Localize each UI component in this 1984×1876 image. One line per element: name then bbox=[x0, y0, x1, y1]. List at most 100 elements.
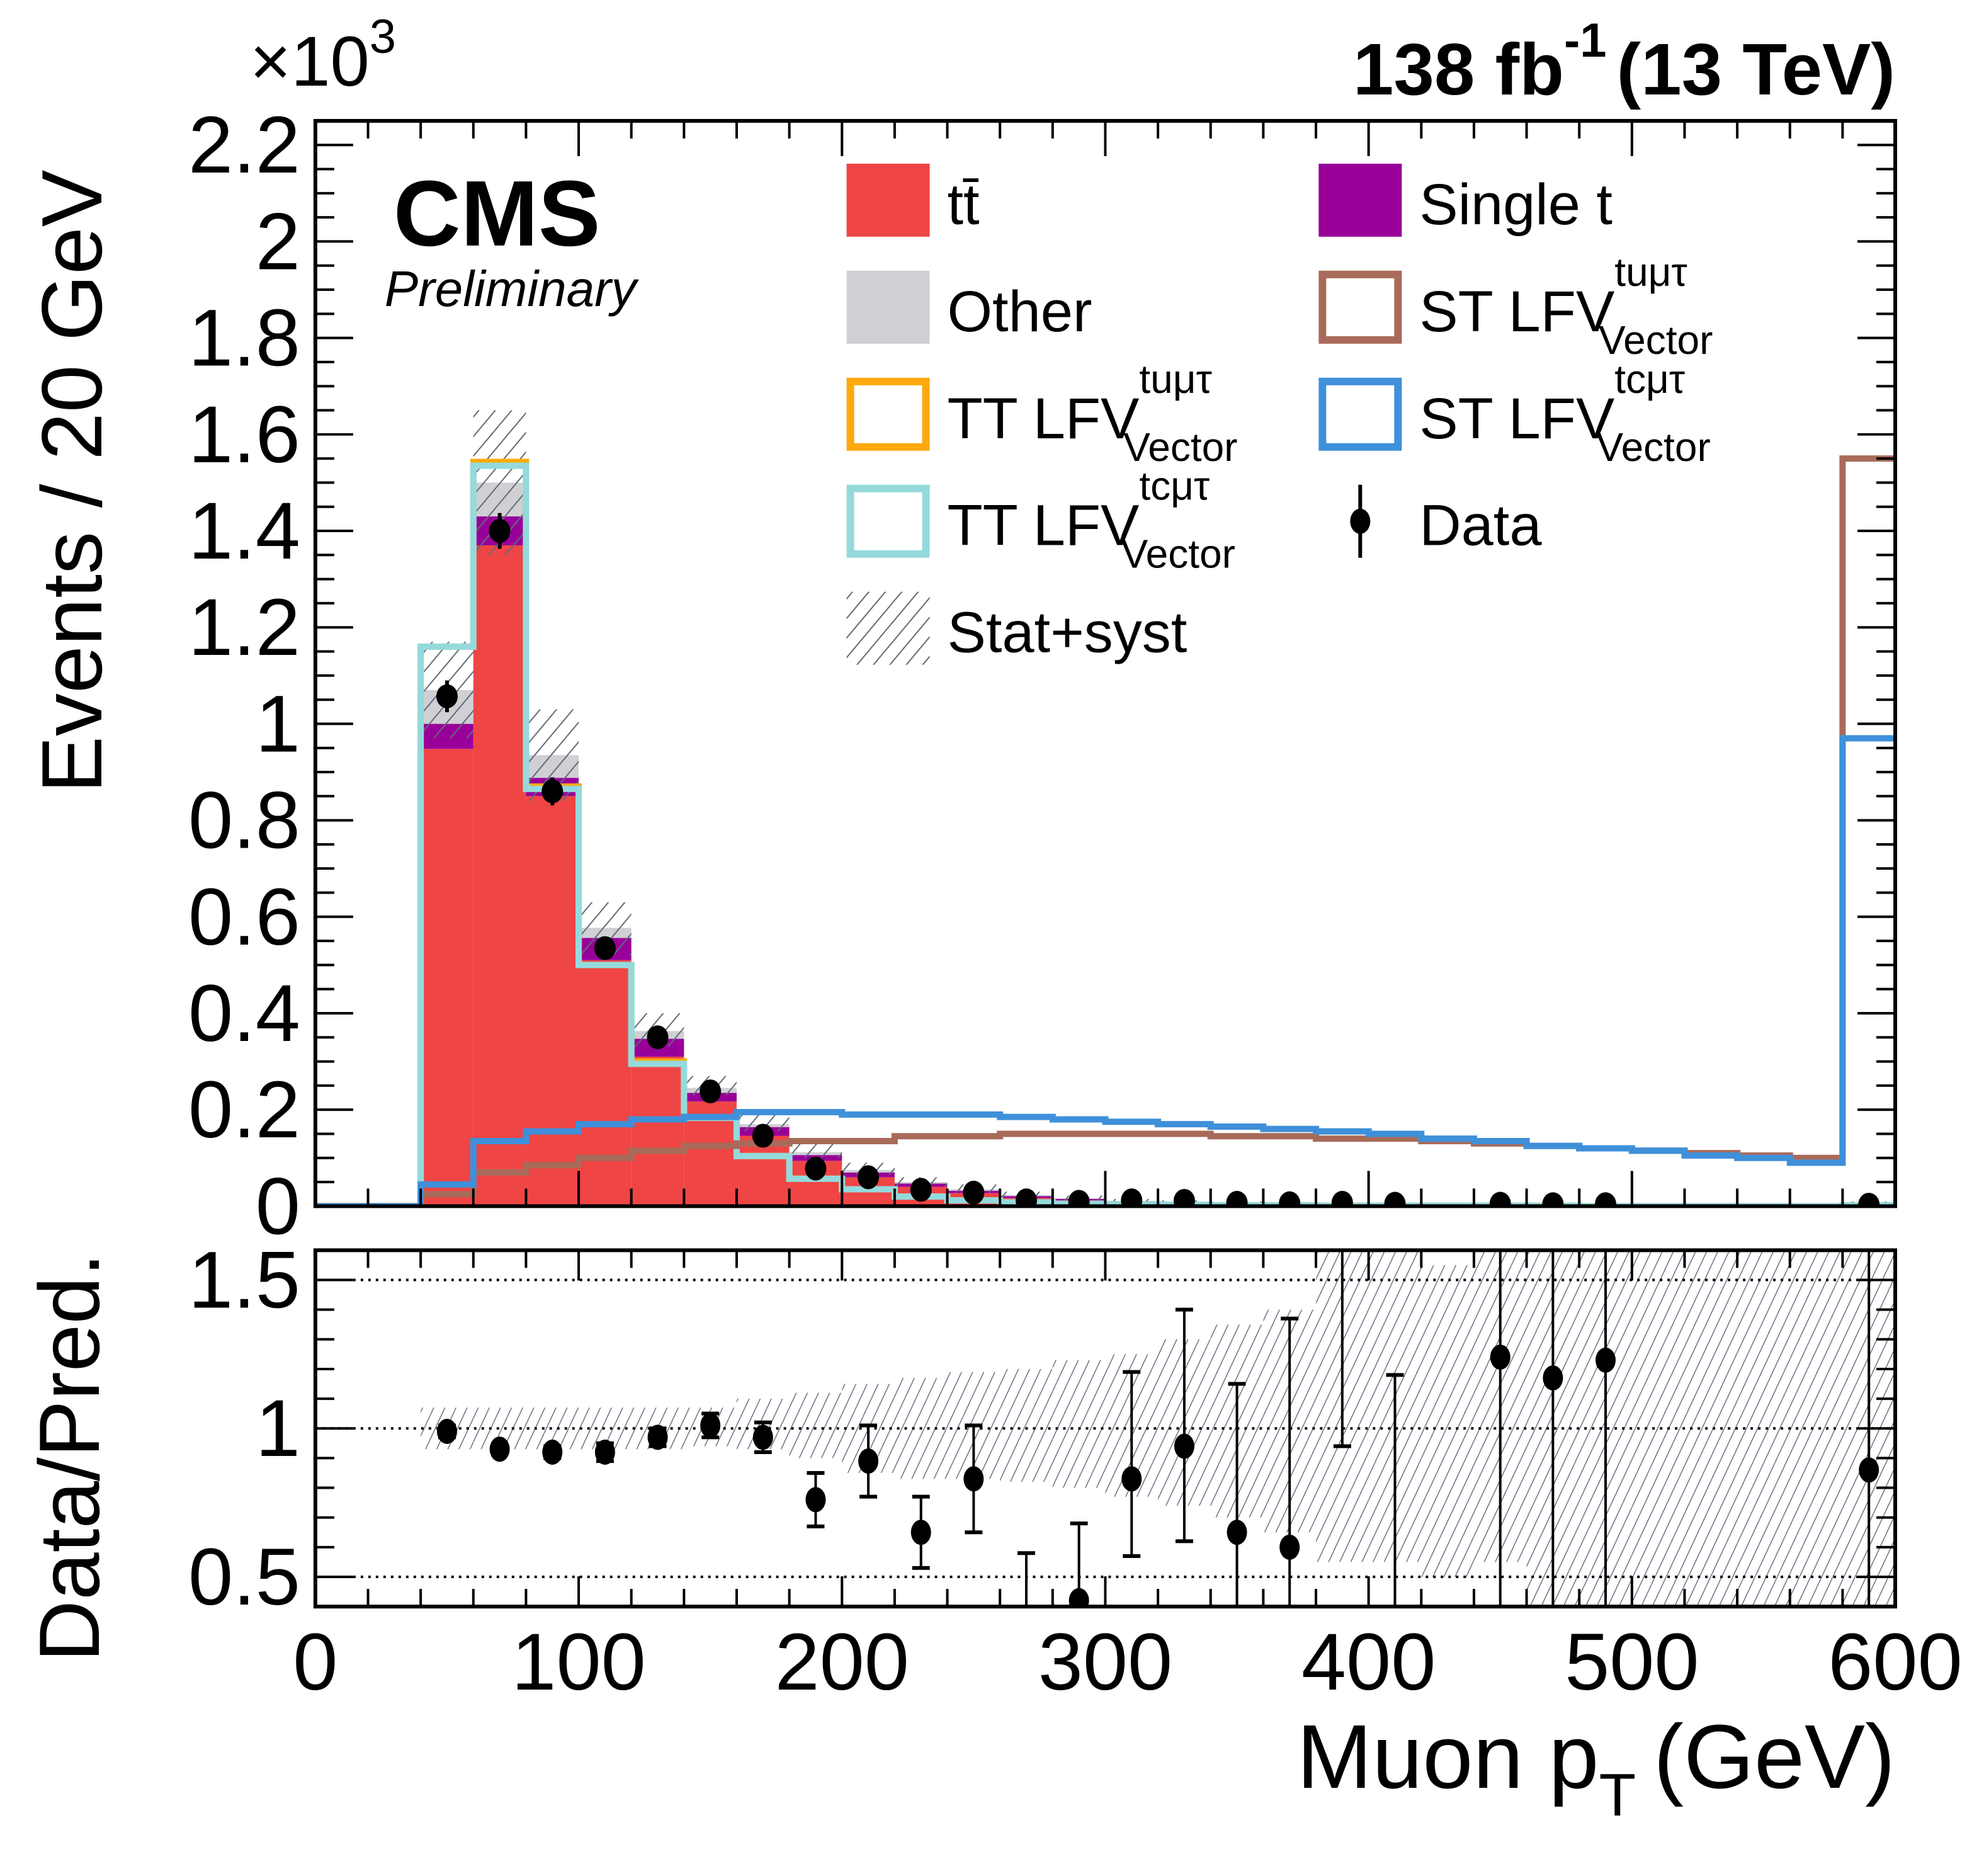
data-point bbox=[489, 519, 511, 543]
ratio-point bbox=[1069, 1588, 1089, 1607]
legend-label: Other bbox=[948, 280, 1092, 344]
data-point bbox=[700, 1079, 722, 1104]
legend-entry-ttbar: tt̄ bbox=[846, 163, 980, 237]
legend-entry-unc: Stat+syst bbox=[846, 591, 1188, 665]
x-tick-label: 100 bbox=[511, 1617, 645, 1707]
ratio-point bbox=[1121, 1466, 1142, 1492]
x-axis-label-unit: (GeV) bbox=[1653, 1706, 1895, 1807]
y-multiplier-exponent: 3 bbox=[370, 10, 396, 64]
ratio-uncertainty-band bbox=[1421, 1265, 1474, 1577]
y-tick-label: 1.6 bbox=[188, 390, 300, 480]
data-point bbox=[1489, 1191, 1511, 1207]
lumi-value: 138 fb bbox=[1353, 28, 1564, 110]
ratio-point bbox=[1490, 1344, 1511, 1370]
y-tick-label: 0.4 bbox=[188, 969, 300, 1059]
x-tick-label: 0 bbox=[293, 1617, 337, 1707]
y-tick-label: 0.2 bbox=[188, 1065, 300, 1155]
y-tick-label: 1.4 bbox=[188, 486, 300, 576]
ratio-point bbox=[1227, 1520, 1247, 1545]
ratio-uncertainty-band bbox=[1000, 1368, 1053, 1482]
ratio-point bbox=[963, 1466, 984, 1492]
data-point bbox=[1595, 1192, 1616, 1207]
lumi-exponent: -1 bbox=[1564, 14, 1607, 67]
ratio-point bbox=[1174, 1433, 1194, 1459]
data-point bbox=[805, 1156, 827, 1181]
bar-ttbar bbox=[473, 545, 526, 1207]
data-point bbox=[436, 684, 458, 708]
legend-swatch bbox=[846, 484, 930, 558]
main-panel: 00.20.40.60.811.21.41.61.822.2 bbox=[188, 100, 1898, 1251]
y-tick-label: 2.2 bbox=[188, 100, 300, 190]
ratio-uncertainty-band bbox=[789, 1392, 842, 1458]
data-point bbox=[1331, 1191, 1353, 1207]
ratio-point bbox=[700, 1413, 721, 1438]
legend-entry-data: Data bbox=[1350, 484, 1542, 558]
ratio-uncertainty-band bbox=[1052, 1360, 1106, 1488]
legend-label: ST LFVtcμτ Vector bbox=[1419, 356, 1711, 470]
data-point bbox=[963, 1180, 985, 1205]
y-tick-label: 1.2 bbox=[188, 583, 300, 673]
ratio-point bbox=[858, 1448, 879, 1474]
ratio-point bbox=[805, 1487, 826, 1513]
legend-label: tt̄ bbox=[948, 173, 980, 237]
legend-label: Data bbox=[1419, 494, 1542, 558]
ratio-y-axis-label: Data/Pred. bbox=[21, 1253, 117, 1662]
ratio-point bbox=[594, 1439, 615, 1465]
y-tick-label: 1 bbox=[256, 679, 300, 769]
data-point bbox=[1858, 1193, 1880, 1207]
data-point bbox=[1542, 1192, 1564, 1207]
ratio-point bbox=[1543, 1365, 1563, 1391]
x-tick-label: 300 bbox=[1038, 1617, 1172, 1707]
y-tick-label: 1 bbox=[256, 1384, 300, 1474]
x-tick-label: 500 bbox=[1565, 1617, 1699, 1707]
y-multiplier: ×103 bbox=[250, 10, 396, 101]
ratio-point bbox=[542, 1439, 563, 1465]
data-point bbox=[752, 1123, 774, 1148]
legend-label: Stat+syst bbox=[948, 601, 1188, 665]
legend-label: TT LFVtcμτ Vector bbox=[948, 463, 1235, 577]
experiment-label: CMS bbox=[394, 162, 601, 266]
uncertainty-band bbox=[789, 1143, 842, 1158]
legend: tt̄ Single t Other ST LFVtuμτ Vector TT LFVtu… bbox=[846, 163, 1713, 665]
ratio-point bbox=[489, 1436, 510, 1462]
legend-swatch bbox=[1318, 270, 1402, 344]
ratio-panel: 0.5 1 1.5 0 100 200 300 400 500 600 bbox=[188, 1235, 1963, 1707]
legend-entry-tt-lfv-tcmutau: TT LFVtcμτ Vector bbox=[846, 463, 1235, 577]
bar-ttbar bbox=[526, 796, 579, 1207]
y-multiplier-base: ×10 bbox=[250, 22, 370, 101]
data-point bbox=[1384, 1191, 1406, 1207]
data-point bbox=[1121, 1188, 1143, 1207]
bar-ttbar bbox=[631, 1056, 684, 1207]
legend-swatch bbox=[846, 163, 930, 237]
y-tick-label: 1.5 bbox=[188, 1235, 300, 1325]
legend-swatch bbox=[846, 591, 930, 665]
x-tick-label: 600 bbox=[1828, 1617, 1962, 1707]
ratio-point bbox=[1279, 1534, 1300, 1560]
y-tick-label: 1.8 bbox=[188, 293, 300, 384]
y-tick-label: 0.8 bbox=[188, 776, 300, 866]
ratio-point bbox=[752, 1424, 773, 1450]
data-point bbox=[1015, 1188, 1037, 1207]
data-point bbox=[594, 936, 616, 960]
x-axis-label-main: Muon p bbox=[1296, 1706, 1599, 1807]
y-tick-label: 0.5 bbox=[188, 1532, 300, 1622]
y-tick-label: 2 bbox=[256, 196, 300, 287]
legend-swatch bbox=[1318, 163, 1402, 237]
x-axis-label-sub: T bbox=[1599, 1761, 1636, 1829]
legend-entry-st-lfv-tumutau: ST LFVtuμτ Vector bbox=[1318, 249, 1713, 363]
data-point bbox=[1068, 1190, 1090, 1207]
x-axis-label: Muon pT (GeV) bbox=[1296, 1706, 1895, 1829]
legend-label: ST LFVtuμτ Vector bbox=[1419, 249, 1713, 363]
data-point bbox=[1226, 1191, 1248, 1207]
legend-entry-single-t: Single t bbox=[1318, 163, 1613, 237]
ratio-point bbox=[910, 1520, 931, 1545]
ratio-point bbox=[1596, 1347, 1616, 1373]
bar-ttbar bbox=[421, 749, 473, 1207]
lumi-label: 138 fb-1 (13 TeV) bbox=[1353, 14, 1895, 110]
data-point bbox=[910, 1178, 932, 1202]
bar-ttbar bbox=[579, 960, 632, 1207]
legend-swatch bbox=[1318, 377, 1402, 451]
energy-label: (13 TeV) bbox=[1617, 28, 1895, 110]
main-y-axis-label: Events / 20 GeV bbox=[24, 169, 120, 793]
